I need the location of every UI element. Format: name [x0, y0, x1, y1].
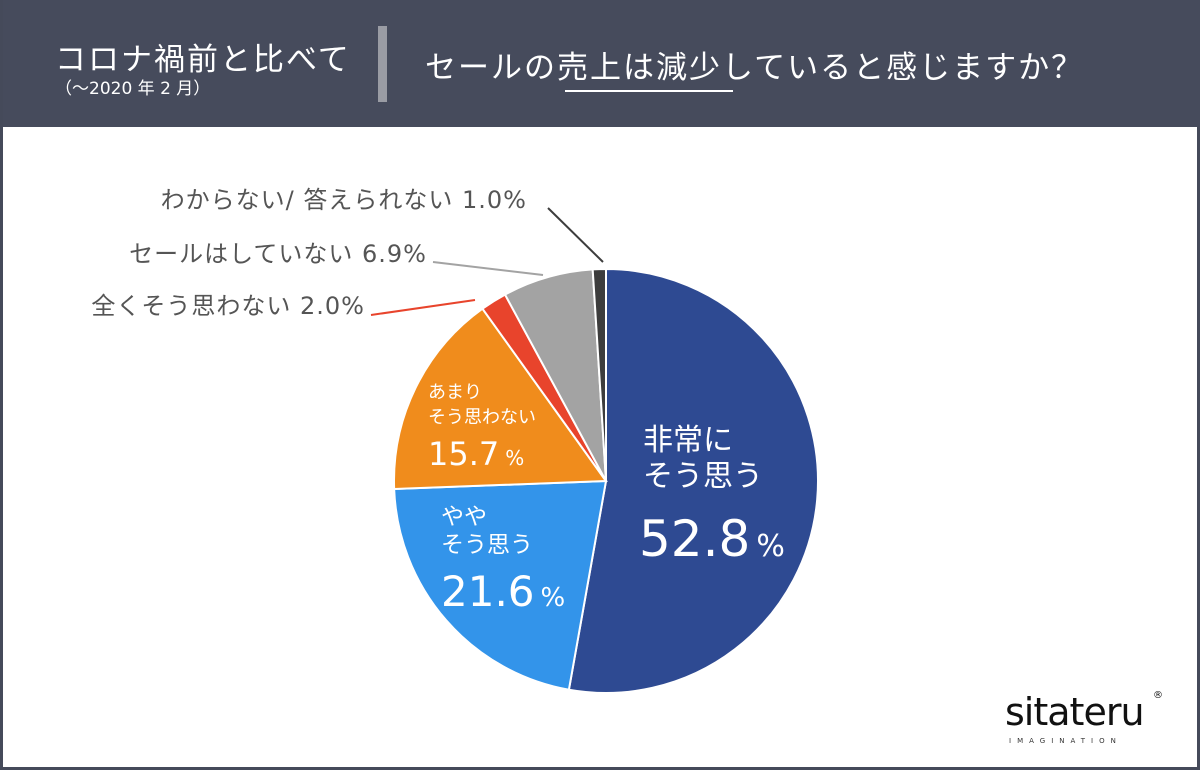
pie-slice-0	[567, 267, 819, 694]
leader-line-3	[370, 299, 476, 316]
registered-mark: ®	[1153, 690, 1163, 701]
header-divider	[378, 26, 387, 102]
slice-label-outside-3: 全くそう思わない 2.0%	[91, 292, 365, 320]
header-subtitle: （〜2020 年 2 月）	[55, 79, 211, 99]
slice-label-somewhat-2: そう思う	[441, 532, 533, 558]
slice-label-outside-4: セールはしていない 6.9%	[129, 240, 427, 268]
sitateru-logo: sitateru	[1005, 690, 1145, 734]
slice-label-very-much-1: 非常に	[643, 423, 733, 458]
slice-value-somewhat: 21.6%	[441, 567, 565, 616]
question-underline	[565, 90, 733, 92]
logo-tagline: IMAGINATION	[1009, 737, 1122, 745]
slice-label-not-really-2: そう思わない	[428, 407, 536, 428]
leader-line-5	[547, 207, 604, 263]
slice-value-not-really: 15.7%	[428, 435, 524, 473]
header-bar: コロナ禍前と比べて （〜2020 年 2 月） セールの売上は減少していると感じ…	[3, 0, 1200, 127]
slice-value-very-much: 52.8%	[639, 510, 785, 568]
slice-label-very-much-2: そう思う	[643, 459, 763, 494]
chart-question: セールの売上は減少していると感じますか？	[425, 50, 1085, 86]
leader-line-4	[432, 261, 544, 276]
slice-label-outside-5: わからない/ 答えられない 1.0%	[161, 186, 527, 214]
slice-label-somewhat-1: やや	[441, 504, 487, 530]
slice-label-not-really-1: あまり	[428, 382, 482, 403]
pie-slice-5	[591, 267, 607, 482]
header-title: コロナ禍前と比べて	[55, 42, 351, 78]
pie-slice-2	[393, 307, 608, 491]
pie-slice-1	[393, 479, 608, 691]
